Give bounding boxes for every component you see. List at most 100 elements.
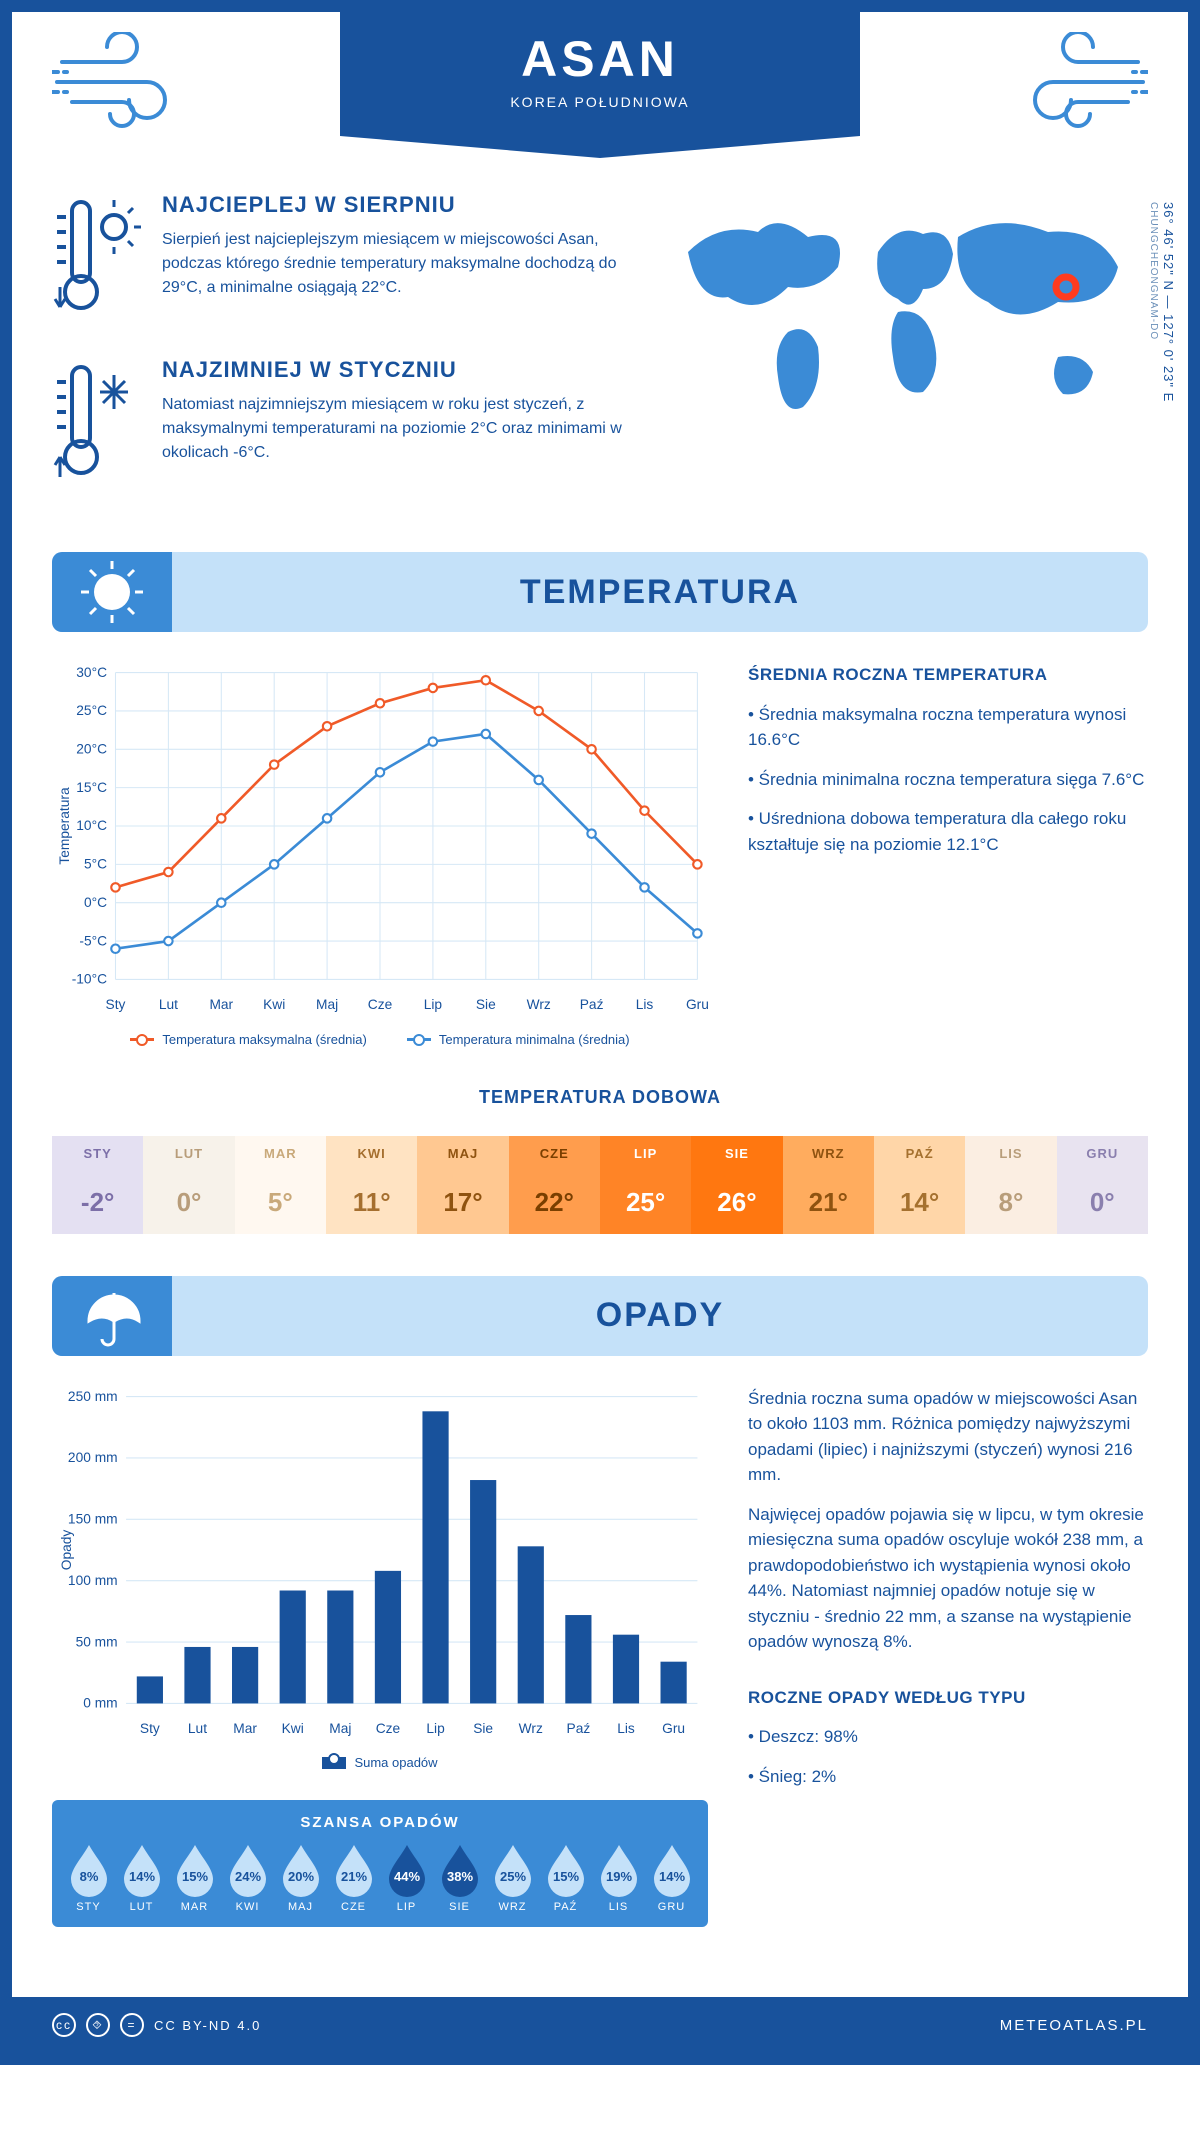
thermometer-hot-icon [52, 192, 142, 327]
svg-text:20%: 20% [287, 1869, 313, 1884]
nd-icon: = [120, 2013, 144, 2037]
svg-text:24%: 24% [234, 1869, 260, 1884]
daily-temp-cell: LUT 0° [143, 1124, 234, 1246]
rain-chance-drop: 24% KWI [226, 1843, 270, 1913]
svg-text:-10°C: -10°C [72, 972, 107, 987]
svg-text:Lut: Lut [159, 997, 178, 1012]
svg-text:15%: 15% [552, 1869, 578, 1884]
svg-text:0°C: 0°C [84, 895, 107, 910]
temperature-bullet: • Uśredniona dobowa temperatura dla całe… [748, 806, 1148, 857]
precip-type-bullet: • Śnieg: 2% [748, 1764, 1148, 1790]
hottest-title: NAJCIEPLEJ W SIERPNIU [162, 192, 638, 218]
daily-temp-cell: SIE 26° [691, 1124, 782, 1246]
svg-text:Wrz: Wrz [519, 1721, 543, 1736]
daily-temp-cell: LIS 8° [965, 1124, 1056, 1246]
precip-para-1: Średnia roczna suma opadów w miejscowośc… [748, 1386, 1148, 1488]
precip-type-title: ROCZNE OPADY WEDŁUG TYPU [748, 1685, 1148, 1711]
svg-text:Lis: Lis [617, 1721, 635, 1736]
svg-text:14%: 14% [128, 1869, 154, 1884]
svg-text:38%: 38% [446, 1869, 472, 1884]
coldest-title: NAJZIMNIEJ W STYCZNIU [162, 357, 638, 383]
legend-item: Temperatura minimalna (średnia) [407, 1032, 630, 1047]
section-precipitation: OPADY [52, 1276, 1148, 1356]
header: ASAN KOREA POŁUDNIOWA [52, 12, 1148, 182]
svg-text:Maj: Maj [316, 997, 338, 1012]
legend-item: Temperatura maksymalna (średnia) [130, 1032, 366, 1047]
svg-text:Paź: Paź [567, 1721, 591, 1736]
svg-text:15%: 15% [181, 1869, 207, 1884]
daily-temp-cell: WRZ 21° [783, 1124, 874, 1246]
rain-chance-drop: 14% GRU [650, 1843, 694, 1913]
svg-text:Kwi: Kwi [263, 997, 285, 1012]
chance-title: SZANSA OPADÓW [62, 1814, 698, 1831]
license: cc ⯑ = CC BY-ND 4.0 [52, 2013, 261, 2037]
rain-chance-drop: 19% LIS [597, 1843, 641, 1913]
svg-text:Sty: Sty [140, 1721, 160, 1736]
precip-type-bullet: • Deszcz: 98% [748, 1724, 1148, 1750]
svg-text:Cze: Cze [368, 997, 393, 1012]
temp-side-title: ŚREDNIA ROCZNA TEMPERATURA [748, 662, 1148, 688]
svg-text:50 mm: 50 mm [76, 1634, 118, 1649]
section-temperature: TEMPERATURA [52, 552, 1148, 632]
temperature-bullet: • Średnia minimalna roczna temperatura s… [748, 767, 1148, 793]
svg-text:-5°C: -5°C [79, 933, 107, 948]
svg-text:15°C: 15°C [76, 780, 107, 795]
svg-text:Cze: Cze [376, 1721, 401, 1736]
daily-temp-cell: PAŹ 14° [874, 1124, 965, 1246]
hottest-block: NAJCIEPLEJ W SIERPNIU Sierpień jest najc… [52, 192, 638, 327]
precipitation-chance-panel: SZANSA OPADÓW 8% STY 14% LUT 15% MAR 24%… [52, 1800, 708, 1927]
intro-section: NAJCIEPLEJ W SIERPNIU Sierpień jest najc… [52, 192, 1148, 522]
svg-text:Maj: Maj [329, 1721, 351, 1736]
svg-text:Gru: Gru [686, 997, 708, 1012]
precip-para-2: Najwięcej opadów pojawia się w lipcu, w … [748, 1502, 1148, 1655]
temperature-bullet: • Średnia maksymalna roczna temperatura … [748, 702, 1148, 753]
precipitation-summary: Średnia roczna suma opadów w miejscowośc… [748, 1386, 1148, 1804]
sun-icon [52, 552, 172, 632]
svg-text:25%: 25% [499, 1869, 525, 1884]
rain-chance-drop: 15% MAR [173, 1843, 217, 1913]
svg-text:14%: 14% [658, 1869, 684, 1884]
daily-temp-cell: MAR 5° [235, 1124, 326, 1246]
precipitation-legend: Suma opadów [52, 1755, 708, 1770]
rain-chance-drop: 38% SIE [438, 1843, 482, 1913]
svg-text:Lip: Lip [424, 997, 443, 1012]
svg-text:25°C: 25°C [76, 703, 107, 718]
svg-text:Sie: Sie [473, 1721, 493, 1736]
svg-text:Temperatura: Temperatura [57, 787, 72, 865]
temperature-legend: Temperatura maksymalna (średnia) Temperat… [52, 1032, 708, 1047]
rain-chance-drop: 15% PAŹ [544, 1843, 588, 1913]
site-name: METEOATLAS.PL [1000, 2017, 1148, 2034]
temperature-title: TEMPERATURA [172, 573, 1148, 612]
umbrella-icon [52, 1276, 172, 1356]
svg-text:Sie: Sie [476, 997, 496, 1012]
svg-text:20°C: 20°C [76, 742, 107, 757]
country-name: KOREA POŁUDNIOWA [340, 94, 860, 110]
svg-text:150 mm: 150 mm [68, 1511, 118, 1526]
svg-text:10°C: 10°C [76, 818, 107, 833]
daily-temp-title: TEMPERATURA DOBOWA [52, 1087, 1148, 1108]
wind-icon [1008, 32, 1148, 137]
rain-chance-drop: 14% LUT [120, 1843, 164, 1913]
precipitation-title: OPADY [172, 1296, 1148, 1335]
svg-text:Gru: Gru [662, 1721, 685, 1736]
wind-icon [52, 32, 192, 137]
svg-text:0 mm: 0 mm [83, 1695, 117, 1710]
svg-text:250 mm: 250 mm [68, 1389, 118, 1404]
svg-text:Lut: Lut [188, 1721, 207, 1736]
svg-text:Paź: Paź [580, 997, 604, 1012]
daily-temp-cell: LIP 25° [600, 1124, 691, 1246]
svg-text:Lis: Lis [636, 997, 654, 1012]
svg-text:100 mm: 100 mm [68, 1573, 118, 1588]
footer: cc ⯑ = CC BY-ND 4.0 METEOATLAS.PL [12, 1997, 1188, 2053]
svg-text:Mar: Mar [209, 997, 233, 1012]
daily-temp-cell: MAJ 17° [417, 1124, 508, 1246]
daily-temperature-grid: STY -2°LUT 0°MAR 5°KWI 11°MAJ 17°CZE 22°… [52, 1124, 1148, 1246]
by-icon: ⯑ [86, 2013, 110, 2037]
svg-text:Sty: Sty [106, 997, 126, 1012]
temperature-line-chart: -10°C-5°C0°C5°C10°C15°C20°C25°C30°CStyLu… [52, 662, 708, 1022]
svg-text:8%: 8% [79, 1869, 98, 1884]
svg-text:Kwi: Kwi [282, 1721, 304, 1736]
cc-icon: cc [52, 2013, 76, 2037]
rain-chance-drop: 20% MAJ [279, 1843, 323, 1913]
daily-temp-cell: KWI 11° [326, 1124, 417, 1246]
